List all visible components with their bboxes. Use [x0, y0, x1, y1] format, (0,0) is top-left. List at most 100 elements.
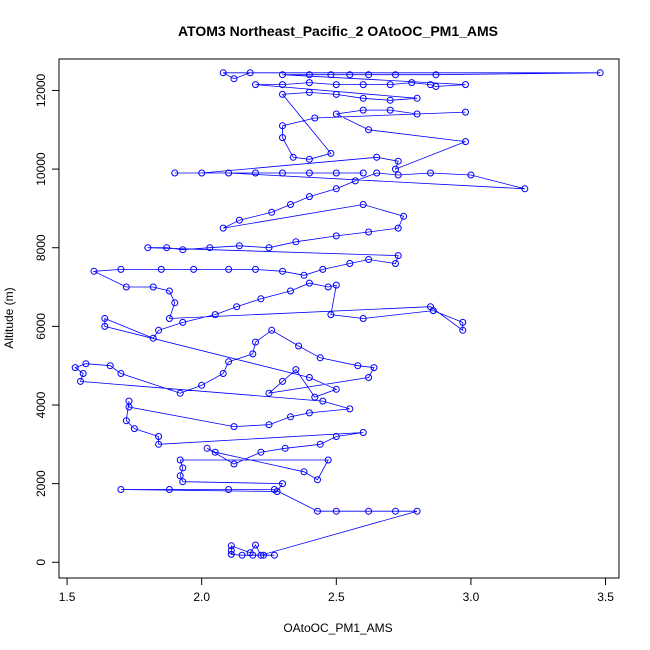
data-point	[359, 81, 367, 89]
data-point	[279, 90, 286, 98]
data-point	[257, 551, 265, 559]
data-point	[227, 550, 235, 558]
data-point	[71, 364, 79, 372]
data-point	[219, 69, 227, 77]
y-tick-label: 6000	[34, 313, 48, 340]
data-point	[122, 283, 130, 291]
data-point	[144, 244, 152, 252]
data-point	[462, 138, 469, 146]
data-point	[176, 472, 184, 480]
data-point	[122, 417, 130, 425]
data-point	[190, 265, 198, 273]
data-point	[427, 169, 434, 177]
data-point	[408, 79, 416, 87]
data-point	[394, 171, 402, 179]
data-point	[260, 551, 268, 559]
data-point	[351, 177, 359, 185]
data-point	[332, 169, 340, 177]
data-point	[394, 224, 402, 232]
data-point	[365, 126, 373, 134]
data-point	[279, 377, 286, 385]
data-point	[354, 362, 362, 370]
data-point	[346, 260, 354, 267]
data-point	[279, 267, 286, 275]
data-point	[365, 228, 373, 236]
data-point	[413, 94, 421, 102]
data-point	[117, 265, 125, 273]
data-point	[386, 81, 394, 89]
data-point	[155, 433, 163, 440]
chart-title: ATOM3 Northeast_Pacific_2 OAtoOC_PM1_AMS	[178, 23, 498, 39]
data-point	[314, 476, 321, 484]
data-point	[165, 315, 173, 322]
data-point	[292, 366, 300, 374]
data-point	[392, 165, 399, 173]
data-point	[225, 358, 233, 366]
data-point	[279, 81, 286, 89]
data-point	[319, 397, 327, 405]
data-point	[521, 185, 529, 193]
data-point	[149, 334, 157, 342]
data-point	[287, 201, 294, 208]
data-point	[230, 75, 238, 83]
data-point	[252, 541, 259, 549]
data-point	[332, 185, 340, 193]
data-point	[155, 440, 163, 448]
data-point	[130, 425, 138, 433]
y-tick-label: 10000	[34, 152, 48, 186]
data-point	[305, 88, 313, 96]
y-tick-label: 8000	[34, 234, 48, 261]
data-point	[238, 551, 246, 559]
data-point	[179, 318, 187, 326]
data-point	[225, 486, 233, 493]
data-point	[386, 106, 394, 114]
data-point	[227, 547, 235, 554]
data-point	[327, 311, 335, 319]
data-point	[373, 169, 381, 177]
data-point	[279, 134, 286, 142]
data-point	[252, 338, 259, 346]
data-point	[394, 157, 402, 165]
data-point	[79, 370, 87, 377]
data-point	[332, 232, 340, 240]
data-point	[332, 507, 340, 515]
data-point	[198, 381, 206, 389]
data-point	[373, 153, 381, 161]
data-point	[279, 122, 286, 130]
data-point	[227, 542, 235, 550]
data-point	[82, 360, 90, 368]
data-point	[249, 350, 257, 358]
data-point	[179, 246, 187, 254]
data-point	[305, 71, 313, 79]
data-point	[332, 110, 340, 118]
data-point	[233, 303, 241, 311]
data-point	[206, 244, 214, 252]
data-point	[359, 94, 367, 102]
data-point	[392, 260, 399, 267]
data-point	[287, 287, 294, 295]
data-point	[279, 71, 286, 79]
data-point	[332, 281, 340, 289]
data-point	[305, 193, 313, 201]
data-point	[332, 81, 340, 89]
x-tick-label: 3.5	[597, 590, 614, 604]
data-point	[101, 322, 109, 330]
data-point	[252, 81, 259, 89]
data-point	[300, 468, 308, 476]
data-point	[327, 71, 335, 79]
data-point	[459, 318, 467, 326]
data-point	[287, 413, 294, 421]
data-point	[176, 389, 184, 397]
data-point	[125, 403, 133, 411]
data-point	[432, 83, 440, 90]
data-point	[270, 551, 278, 559]
data-point	[179, 478, 187, 486]
data-point	[171, 299, 179, 307]
data-point	[327, 149, 335, 157]
y-tick-label: 2000	[34, 470, 48, 497]
data-point	[106, 362, 114, 370]
data-point	[268, 208, 276, 216]
data-point	[305, 374, 313, 381]
